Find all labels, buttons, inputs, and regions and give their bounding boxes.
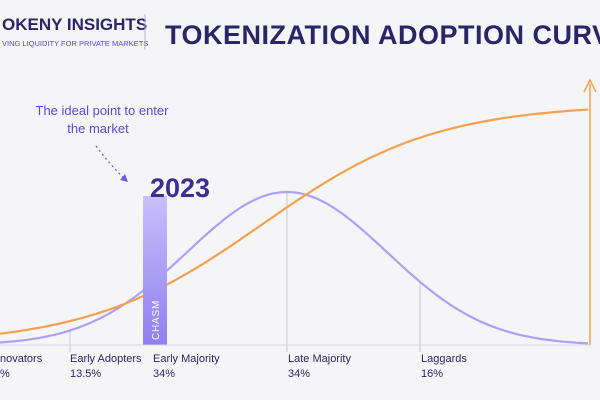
segment-share: 13.5% <box>70 368 101 380</box>
title: TOKENIZATION ADOPTION CURVE <box>165 20 600 50</box>
segment-name: Early Majority <box>153 353 220 365</box>
segment-name: novators <box>0 353 43 365</box>
segment-share: % <box>0 368 10 380</box>
segment-share: 34% <box>153 368 175 380</box>
adoption-curve <box>0 108 589 335</box>
chasm-bar <box>143 196 167 345</box>
segment-dividers <box>69 192 421 352</box>
segment-labels: novators% Early Adopters 13.5% Early Majori… <box>0 353 467 380</box>
annotation-arrow-head <box>120 174 128 182</box>
chasm-label: CHASM <box>151 300 162 340</box>
segment-share: 16% <box>421 368 443 380</box>
arrow-head <box>583 78 597 93</box>
annotation: The ideal point to enter the market <box>36 103 170 136</box>
bell-curve <box>0 190 589 345</box>
segment-share: 34% <box>288 368 310 380</box>
tagline: VING LIQUIDITY FOR PRIVATE MARKETS <box>2 39 148 48</box>
brand: OKENY INSIGHTS <box>2 15 147 34</box>
segment-name: Late Majority <box>288 353 351 365</box>
segment-name: Early Adopters <box>70 353 142 365</box>
segment-name: Laggards <box>421 353 467 365</box>
year: 2023 <box>150 173 210 203</box>
